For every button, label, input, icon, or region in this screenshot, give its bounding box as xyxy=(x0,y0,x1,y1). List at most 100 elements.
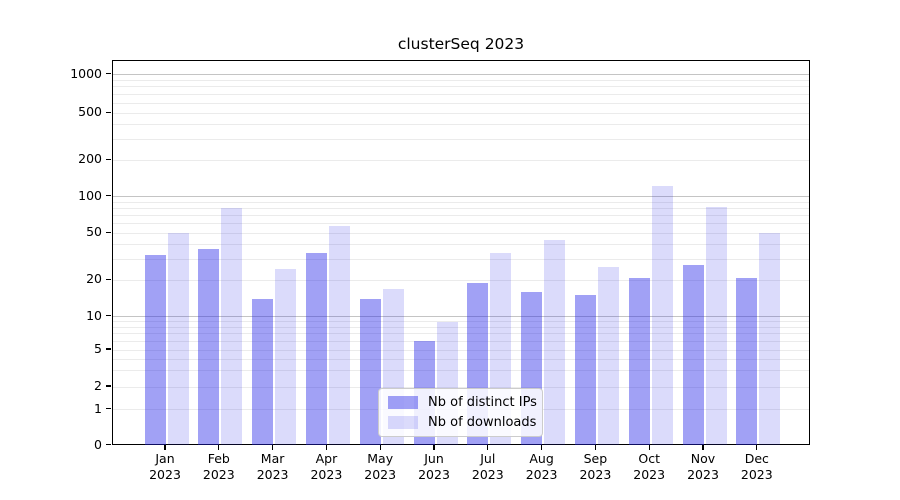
legend-label-distinct-ips: Nb of distinct IPs xyxy=(428,395,537,410)
x-tick-mark-may xyxy=(379,444,381,450)
bar-distinct-ips-jan xyxy=(144,254,166,446)
bar-distinct-ips-sep xyxy=(574,295,596,446)
bar-downloads-apr xyxy=(328,226,350,446)
y-tick-mark-50 xyxy=(106,231,111,233)
y-tick-mark-10 xyxy=(106,314,111,317)
x-tick-mark-nov xyxy=(702,444,704,450)
major-gridline-10 xyxy=(113,316,809,317)
x-tick-label-sep: Sep 2023 xyxy=(579,451,612,482)
minor-gridline-30 xyxy=(113,259,809,260)
x-tick-label-feb: Feb 2023 xyxy=(202,451,235,482)
y-tick-mark-0 xyxy=(106,443,111,446)
minor-gridline-6 xyxy=(113,340,809,342)
y-tick-label-1: 1 xyxy=(94,400,102,416)
x-tick-label-may: May 2023 xyxy=(364,451,397,482)
bar-distinct-ips-apr xyxy=(305,253,327,446)
x-tick-mark-dec xyxy=(756,444,758,450)
y-tick-mark-100 xyxy=(106,195,111,197)
minor-gridline-7 xyxy=(113,333,809,335)
bar-distinct-ips-may xyxy=(359,298,381,446)
x-tick-label-aug: Aug 2023 xyxy=(525,451,558,482)
legend-item-distinct-ips: Nb of distinct IPs xyxy=(388,395,537,410)
bar-downloads-jan xyxy=(167,233,189,446)
y-tick-label-50: 50 xyxy=(86,224,102,240)
minor-gridline-50 xyxy=(113,232,809,234)
minor-gridline-800 xyxy=(113,86,809,88)
x-tick-label-jun: Jun 2023 xyxy=(418,451,450,482)
y-tick-label-200: 200 xyxy=(78,151,102,167)
bar-downloads-feb xyxy=(221,208,243,446)
legend: Nb of distinct IPs Nb of downloads xyxy=(378,388,543,437)
x-tick-mark-sep xyxy=(594,444,596,450)
major-gridline-100 xyxy=(113,196,809,198)
bar-downloads-sep xyxy=(597,266,619,446)
y-tick-label-0: 0 xyxy=(94,436,102,452)
minor-gridline-70 xyxy=(113,215,809,217)
x-tick-mark-jan xyxy=(164,444,166,450)
minor-gridline-2 xyxy=(113,386,809,388)
minor-gridline-20 xyxy=(113,279,809,281)
bar-downloads-oct xyxy=(651,186,673,446)
bar-distinct-ips-feb xyxy=(198,248,220,446)
y-tick-mark-1000 xyxy=(106,72,111,75)
bar-distinct-ips-oct xyxy=(628,277,650,446)
minor-gridline-600 xyxy=(113,102,809,104)
bar-distinct-ips-dec xyxy=(736,277,758,446)
x-tick-mark-oct xyxy=(648,444,650,450)
x-tick-label-mar: Mar 2023 xyxy=(256,451,289,482)
bar-downloads-nov xyxy=(705,207,727,446)
x-tick-mark-feb xyxy=(218,444,220,450)
x-tick-label-oct: Oct 2023 xyxy=(633,451,666,482)
y-tick-label-10: 10 xyxy=(86,307,102,323)
bar-distinct-ips-mar xyxy=(252,298,274,446)
bar-distinct-ips-nov xyxy=(682,264,704,446)
y-tick-mark-20 xyxy=(106,278,111,280)
y-tick-label-1000: 1000 xyxy=(70,65,102,81)
minor-gridline-3 xyxy=(113,370,809,372)
x-tick-label-jul: Jul 2023 xyxy=(471,451,504,482)
y-tick-mark-1 xyxy=(106,407,111,410)
plot-area xyxy=(112,60,810,446)
minor-gridline-900 xyxy=(113,79,809,81)
legend-swatch-distinct-ips xyxy=(388,396,418,409)
x-tick-label-dec: Dec 2023 xyxy=(740,451,773,482)
y-tick-mark-200 xyxy=(106,158,111,160)
y-tick-mark-500 xyxy=(106,111,111,113)
minor-gridline-80 xyxy=(113,207,809,209)
y-tick-label-20: 20 xyxy=(86,271,102,287)
minor-gridline-200 xyxy=(113,159,809,161)
y-tick-label-5: 5 xyxy=(94,341,102,356)
bar-downloads-mar xyxy=(275,268,297,446)
y-tick-label-500: 500 xyxy=(78,104,102,120)
x-tick-label-apr: Apr 2023 xyxy=(310,451,343,482)
minor-gridline-9 xyxy=(113,321,809,323)
x-tick-label-nov: Nov 2023 xyxy=(687,451,719,482)
minor-gridline-500 xyxy=(113,112,809,114)
chart-title: clusterSeq 2023 xyxy=(397,35,525,53)
x-tick-label-jan: Jan 2023 xyxy=(149,451,181,482)
minor-gridline-8 xyxy=(113,326,809,328)
x-tick-mark-jul xyxy=(487,444,489,450)
x-tick-mark-jun xyxy=(433,444,435,450)
bar-downloads-dec xyxy=(759,233,781,446)
minor-gridline-400 xyxy=(113,124,809,126)
legend-swatch-downloads xyxy=(388,416,418,429)
bar-downloads-aug xyxy=(544,239,566,446)
minor-gridline-40 xyxy=(113,244,809,246)
x-tick-mark-mar xyxy=(272,444,274,450)
major-gridline-1000 xyxy=(113,74,809,75)
legend-item-downloads: Nb of downloads xyxy=(388,415,537,430)
y-tick-label-100: 100 xyxy=(78,187,102,203)
minor-gridline-5 xyxy=(113,349,809,351)
legend-label-downloads: Nb of downloads xyxy=(428,415,537,430)
y-tick-label-2: 2 xyxy=(94,378,102,393)
x-tick-mark-aug xyxy=(541,444,543,450)
x-tick-mark-apr xyxy=(325,444,327,450)
y-tick-mark-2 xyxy=(106,385,111,387)
minor-gridline-60 xyxy=(113,223,809,225)
minor-gridline-300 xyxy=(113,138,809,140)
minor-gridline-90 xyxy=(113,201,809,203)
minor-gridline-4 xyxy=(113,358,809,360)
minor-gridline-700 xyxy=(113,93,809,95)
